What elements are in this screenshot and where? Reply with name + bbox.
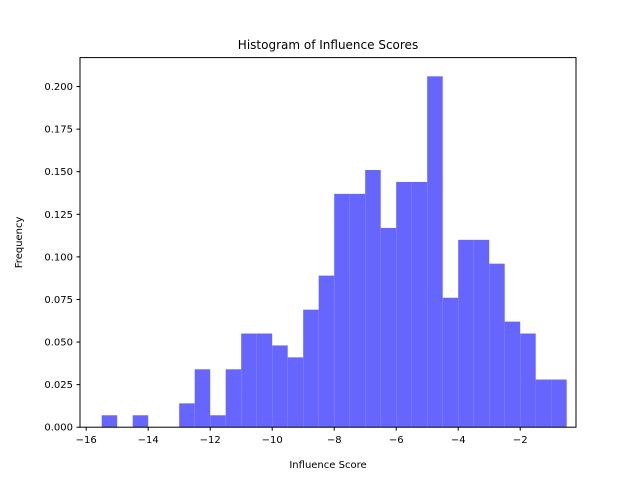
histogram-bar bbox=[365, 170, 381, 428]
x-tick-label: −10 bbox=[262, 435, 283, 446]
y-tick-label: 0.025 bbox=[44, 380, 73, 391]
histogram-bar bbox=[504, 321, 521, 428]
histogram-bar bbox=[256, 333, 273, 428]
histogram-bar bbox=[473, 239, 490, 428]
bars-group bbox=[101, 76, 567, 428]
x-tick-label: −16 bbox=[76, 435, 97, 446]
x-tick-label: −2 bbox=[513, 435, 528, 446]
histogram-bar bbox=[194, 369, 211, 428]
histogram-bar bbox=[318, 275, 335, 428]
x-tick-label: −6 bbox=[389, 435, 404, 446]
histogram-bar bbox=[427, 76, 443, 428]
histogram-bar bbox=[458, 239, 474, 428]
y-axis-label: Frequency bbox=[14, 216, 25, 268]
x-tick-label: −8 bbox=[327, 435, 342, 446]
histogram-bar bbox=[396, 181, 412, 428]
y-tick-label: 0.100 bbox=[44, 252, 73, 263]
histogram-bar bbox=[489, 263, 505, 428]
x-axis-ticks: −16 −14 −12 −10 −8 −6 −4 −2 bbox=[76, 427, 528, 446]
histogram-bar bbox=[287, 357, 304, 428]
y-tick-label: 0.200 bbox=[44, 82, 73, 93]
histogram-bar bbox=[520, 333, 536, 428]
x-tick-label: −4 bbox=[451, 435, 466, 446]
y-tick-label: 0.075 bbox=[44, 295, 73, 306]
histogram-bar bbox=[349, 193, 366, 428]
histogram-bar bbox=[225, 369, 242, 428]
histogram-bar bbox=[101, 415, 118, 428]
histogram-bar bbox=[380, 227, 397, 428]
plot-frame bbox=[79, 57, 577, 428]
y-tick-label: 0.150 bbox=[44, 167, 73, 178]
x-tick-label: −14 bbox=[138, 435, 159, 446]
y-tick-label: 0.175 bbox=[44, 125, 73, 136]
y-tick-label: 0.050 bbox=[44, 338, 73, 349]
histogram-bar bbox=[535, 379, 552, 428]
histogram-bar bbox=[551, 379, 567, 428]
histogram-bar bbox=[442, 297, 459, 428]
histogram-bar bbox=[210, 415, 226, 428]
histogram-bar bbox=[272, 345, 288, 428]
histogram-bar bbox=[411, 181, 428, 428]
histogram-bar bbox=[241, 333, 257, 428]
chart-title: Histogram of Influence Scores bbox=[238, 38, 418, 52]
y-axis-ticks: 0.000 0.025 0.050 0.075 0.100 0.125 0.150 0.175… bbox=[44, 82, 80, 434]
histogram-bar bbox=[303, 309, 319, 428]
histogram-bar bbox=[179, 403, 195, 428]
y-tick-label: 0.000 bbox=[44, 423, 73, 434]
histogram-bar bbox=[132, 415, 149, 428]
y-tick-label: 0.125 bbox=[44, 210, 73, 221]
x-tick-label: −12 bbox=[200, 435, 221, 446]
histogram-bar bbox=[334, 193, 350, 428]
x-axis-label: Influence Score bbox=[289, 460, 366, 471]
